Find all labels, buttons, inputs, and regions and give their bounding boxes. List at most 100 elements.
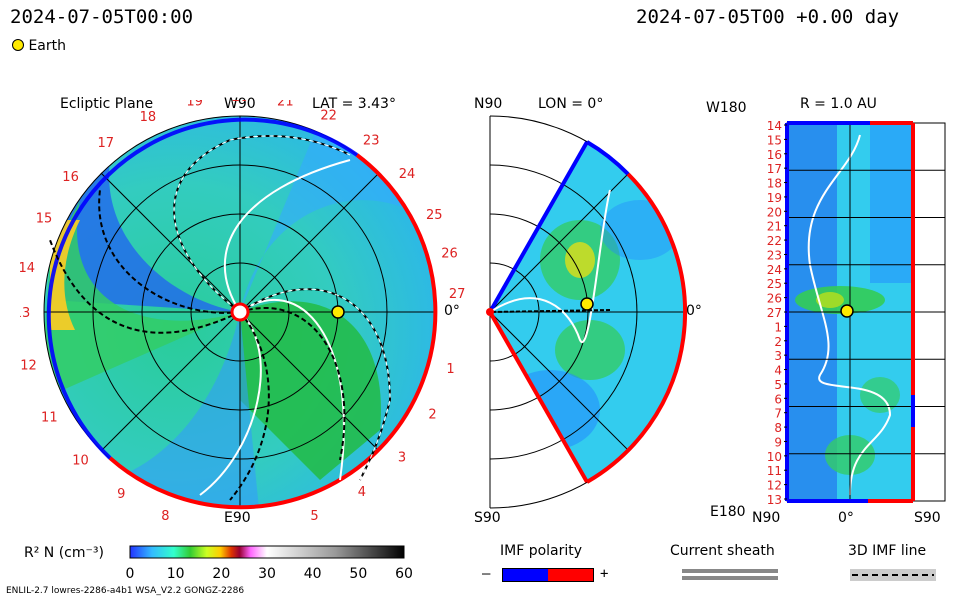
r-map-y-tick-label: 8 — [774, 421, 782, 435]
r-map-y-tick-label: 20 — [767, 205, 782, 219]
r-map-y-tick-label: 17 — [767, 162, 782, 176]
ecliptic-lat-label: LAT = 3.43° — [312, 96, 396, 112]
r-map-y-tick-label: 27 — [767, 306, 782, 320]
sun-marker — [230, 302, 250, 322]
r-map-x-tick-mid: 0° — [838, 510, 854, 526]
ecliptic-tick-label: 11 — [41, 411, 58, 426]
ecliptic-tick-label: 27 — [449, 287, 466, 302]
earth-legend: Earth — [12, 38, 66, 54]
r-map-y-tick-label: 26 — [767, 292, 782, 306]
earth-legend-icon — [12, 39, 24, 51]
colorbar-tick-label: 50 — [349, 566, 367, 582]
ecliptic-tick-label: 18 — [140, 110, 157, 125]
r-map-y-tick-label: 22 — [767, 234, 782, 248]
r-map-y-tick-label: 5 — [774, 378, 782, 392]
ecliptic-tick-label: 3 — [398, 451, 406, 466]
r-map-y-tick-label: 19 — [767, 191, 782, 205]
imf-polarity-pos-label: + — [600, 566, 609, 582]
ecliptic-title: Ecliptic Plane — [60, 96, 154, 112]
imf-line-title: 3D IMF line — [848, 543, 927, 559]
left-timestamp: 2024-07-05T00:00 — [10, 6, 194, 28]
r-map-y-tick-label: 16 — [767, 148, 782, 162]
ecliptic-bottom-label: E90 — [224, 510, 251, 526]
ecliptic-top-label: W90 — [224, 96, 256, 112]
r-map-title: R = 1.0 AU — [800, 96, 877, 112]
ecliptic-tick-label: 8 — [161, 509, 169, 520]
imf-polarity-positive-swatch — [548, 569, 593, 581]
ecliptic-tick-label: 14 — [20, 261, 35, 276]
ecliptic-tick-label: 16 — [62, 170, 79, 185]
ecliptic-tick-label: 24 — [399, 167, 416, 182]
r-map-y-tick-label: 1 — [774, 320, 782, 334]
r-map-y-tick-label: 13 — [767, 493, 782, 507]
imf-polarity-neg-label: – — [482, 566, 491, 582]
r-map-y-tick-label: 15 — [767, 133, 782, 147]
footer-model-info: ENLIL-2.7 lowres-2286-a4b1 WSA_V2.2 GONG… — [6, 586, 245, 596]
ecliptic-tick-label: 2 — [428, 407, 436, 422]
r-map-y-tick-label: 3 — [774, 349, 782, 363]
current-sheath-title: Current sheath — [670, 543, 775, 559]
ecliptic-tick-label: 1 — [446, 362, 454, 377]
r-map-y-tick-label: 10 — [767, 450, 782, 464]
ecliptic-tick-label: 17 — [98, 136, 115, 151]
meridional-right-label: 0° — [686, 303, 702, 319]
meridional-imf-line — [491, 309, 611, 313]
r-map-y-tick-label: 6 — [774, 392, 782, 406]
ecliptic-tick-label: 15 — [36, 211, 53, 226]
r-map-earth-marker — [840, 304, 854, 318]
r-map-y-tick-label: 24 — [767, 263, 782, 277]
colorbar-tick-label: 20 — [212, 566, 230, 582]
imf-polarity-title: IMF polarity — [500, 543, 583, 559]
r-map-y-ticks: 1415161718192021222324252627123456789101… — [767, 119, 787, 507]
r-map-y-tick-label: 4 — [774, 364, 782, 378]
r-map-y-tick-label: 14 — [767, 119, 782, 133]
right-timestamp: 2024-07-05T00 +0.00 day — [636, 6, 900, 28]
colorbar-tick-label: 10 — [167, 566, 185, 582]
ecliptic-tick-label: 10 — [72, 453, 89, 468]
r-map-y-tick-label: 23 — [767, 248, 782, 262]
meridional-bottom-label: S90 — [474, 510, 501, 526]
r-map-top-label: W180 — [706, 100, 747, 116]
colorbar-label: R² N (cm⁻³) — [24, 545, 104, 561]
r-map-bottom-label: E180 — [710, 504, 746, 520]
colorbar: 0 10 20 30 40 50 60 — [126, 545, 413, 582]
r-map-x-tick-left: N90 — [752, 510, 781, 526]
colorbar-tick-label: 60 — [395, 566, 413, 582]
ecliptic-right-label: 0° — [444, 303, 460, 319]
r-map-y-tick-label: 18 — [767, 177, 782, 191]
ecliptic-tick-label: 13 — [20, 306, 30, 321]
ecliptic-tick-label: 9 — [117, 487, 125, 502]
colorbar-tick-label: 0 — [126, 566, 135, 582]
ecliptic-tick-label: 19 — [186, 100, 203, 110]
earth-marker — [331, 305, 345, 319]
imf-line-swatch — [850, 569, 936, 581]
r-map-y-tick-label: 21 — [767, 220, 782, 234]
r-map-current-sheath — [807, 134, 892, 496]
r-map-y-tick-label: 9 — [774, 435, 782, 449]
r-map-plot: 1415161718192021222324252627123456789101… — [767, 119, 946, 507]
r-map-x-tick-right: S90 — [914, 510, 941, 526]
ecliptic-tick-label: 4 — [358, 485, 366, 500]
meridional-top-label: N90 — [474, 96, 503, 112]
ecliptic-tick-label: 22 — [320, 109, 337, 124]
r-map-y-tick-label: 12 — [767, 479, 782, 493]
ecliptic-imf-lines-white — [173, 135, 391, 481]
earth-legend-label: Earth — [28, 38, 66, 54]
r-map-y-tick-label: 2 — [774, 335, 782, 349]
colorbar-tick-label: 40 — [304, 566, 322, 582]
ecliptic-tick-label: 5 — [310, 509, 318, 520]
meridional-current-sheath — [489, 189, 611, 344]
ecliptic-tick-label: 12 — [20, 358, 37, 373]
meridional-earth-marker — [580, 297, 594, 311]
ecliptic-tick-label: 20 — [232, 100, 249, 105]
meridional-title: LON = 0° — [538, 96, 604, 112]
imf-polarity-negative-swatch — [503, 569, 548, 581]
ecliptic-carrington-ticks: 1234568910111213141516171819202122232425… — [20, 100, 465, 520]
meridional-polarity-edges — [488, 140, 688, 484]
ecliptic-polarity-ring — [46, 117, 438, 510]
ecliptic-tick-label: 25 — [426, 208, 443, 223]
meridional-plane-plot — [486, 115, 688, 509]
r-map-y-tick-label: 7 — [774, 407, 782, 421]
current-sheath-swatch — [682, 569, 778, 580]
meridional-sun-marker — [486, 308, 494, 316]
